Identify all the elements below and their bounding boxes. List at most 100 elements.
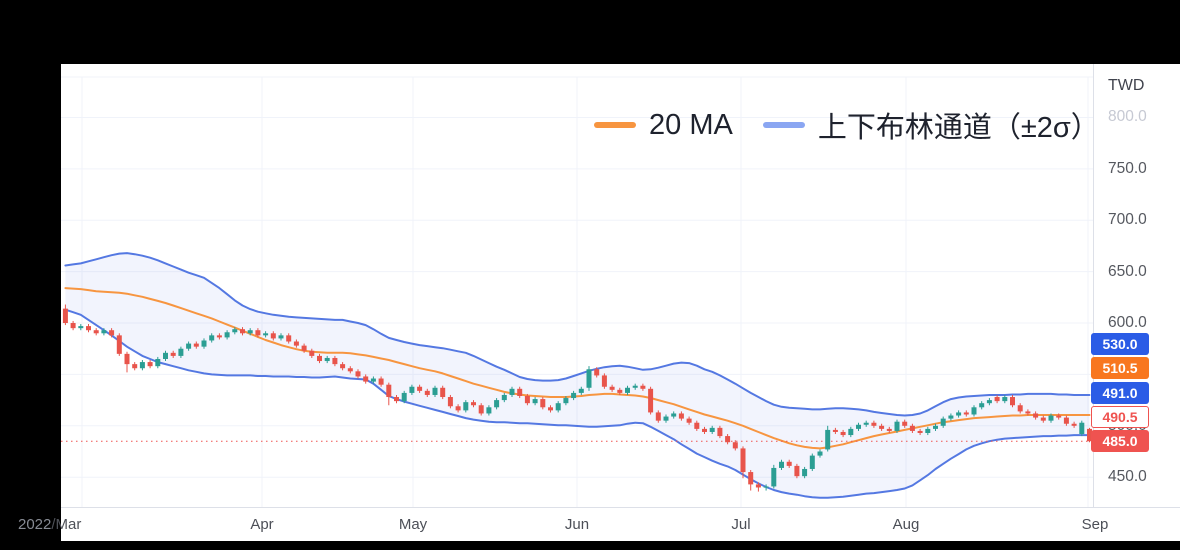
candle-body (609, 386, 615, 390)
candle-body (147, 362, 153, 367)
candle-body (856, 424, 861, 429)
candle-body (879, 425, 885, 429)
candle-body (101, 330, 107, 334)
candle-body (886, 428, 892, 431)
candle-body (686, 418, 692, 423)
candle-body (139, 362, 145, 369)
candle-body (571, 392, 577, 399)
candle-body (1087, 428, 1092, 442)
candle-body (963, 412, 969, 415)
candle-body (848, 428, 854, 436)
candle-body (732, 442, 738, 449)
time-axis[interactable]: 2022/Mar Apr May Jun Jul Aug Sep (18, 507, 1180, 541)
candle-body (517, 388, 523, 396)
candle-body (1063, 417, 1069, 424)
bollinger-upper-line (64, 252, 1091, 417)
price-tick-label: 750.0 (1108, 159, 1147, 177)
legend-swatch-icon (594, 122, 636, 128)
candle-body (209, 335, 215, 341)
candle-body (370, 378, 376, 382)
price-badge: 490.5 (1091, 406, 1149, 428)
candle-body (155, 358, 161, 367)
legend-label: 20 MA (649, 108, 733, 141)
candle-body (424, 390, 430, 395)
candle-body (186, 343, 192, 349)
price-badge: 530.0 (1091, 333, 1149, 355)
candle-body (124, 353, 130, 365)
candle-body (948, 415, 954, 419)
price-tick-label: 650.0 (1108, 262, 1147, 280)
currency-label: TWD (1108, 77, 1145, 94)
time-axis-label: Sep (1081, 516, 1109, 533)
candle-body (779, 461, 784, 468)
candle-body (655, 412, 661, 421)
time-axis-label: Aug (892, 516, 920, 533)
time-axis-label-first: 2022/Mar (18, 516, 81, 533)
candle-body (933, 425, 938, 429)
candle-body (940, 418, 946, 426)
candle-body (709, 427, 715, 432)
candle-body (463, 402, 469, 411)
candle-body (725, 436, 731, 443)
candle-body (802, 468, 808, 477)
candle-body (263, 333, 269, 336)
candle-body (717, 427, 723, 437)
candle-body (832, 429, 838, 432)
candle-body (394, 397, 399, 402)
candle-body (863, 422, 869, 425)
candle-body (86, 326, 91, 331)
candle-body (1040, 417, 1046, 421)
candle-body (494, 400, 500, 408)
candle-body (755, 484, 761, 488)
candle-body (471, 402, 476, 406)
candle-body (794, 465, 800, 477)
price-axis[interactable]: TWD 800.0750.0700.0650.0600.0550.0500.04… (1091, 64, 1180, 540)
candle-body (193, 343, 199, 347)
candle-body (740, 448, 746, 473)
candle-body (1025, 411, 1031, 414)
candle-body (440, 387, 446, 398)
candle-body (632, 385, 638, 388)
candle-body (378, 378, 384, 385)
legend-label: 上下布林通道（±2σ） (817, 112, 1100, 144)
candle-body (432, 387, 438, 395)
candle-body (255, 330, 261, 336)
candle-body (447, 397, 453, 407)
candle-body (224, 332, 230, 338)
candle-body (409, 386, 415, 393)
time-axis-label: Jun (564, 516, 590, 533)
candle-body (363, 376, 369, 382)
candle-body (109, 330, 115, 336)
candle-body (116, 335, 122, 354)
candle-body (309, 350, 315, 356)
candle-body (648, 388, 654, 413)
candle-body (132, 364, 138, 369)
price-tick-label: 600.0 (1108, 314, 1147, 332)
candle-body (871, 422, 877, 426)
candle-body (902, 421, 908, 426)
time-axis-label: May (398, 516, 428, 533)
candle-body (617, 389, 623, 393)
candle-body (840, 431, 846, 436)
candle-body (671, 413, 677, 417)
price-badge: 491.0 (1091, 382, 1149, 404)
candle-body (678, 413, 684, 419)
candle-body (563, 398, 569, 404)
candle-body (625, 387, 630, 393)
legend-swatch-icon (762, 122, 805, 128)
candle-body (1017, 405, 1023, 412)
candle-body (994, 397, 1000, 402)
candle-body (178, 348, 184, 356)
legend-item: 上下布林通道（±2σ） (762, 104, 1100, 146)
candle-body (979, 403, 985, 408)
candle-body (1079, 422, 1085, 435)
candle-body (317, 355, 322, 362)
candle-body (293, 341, 299, 346)
candle-body (540, 399, 546, 408)
candle-body (324, 357, 330, 362)
candlestick-chart-plot[interactable] (61, 64, 1093, 507)
candle-body (548, 407, 553, 411)
candle-body (270, 333, 276, 339)
candle-body (825, 429, 831, 450)
